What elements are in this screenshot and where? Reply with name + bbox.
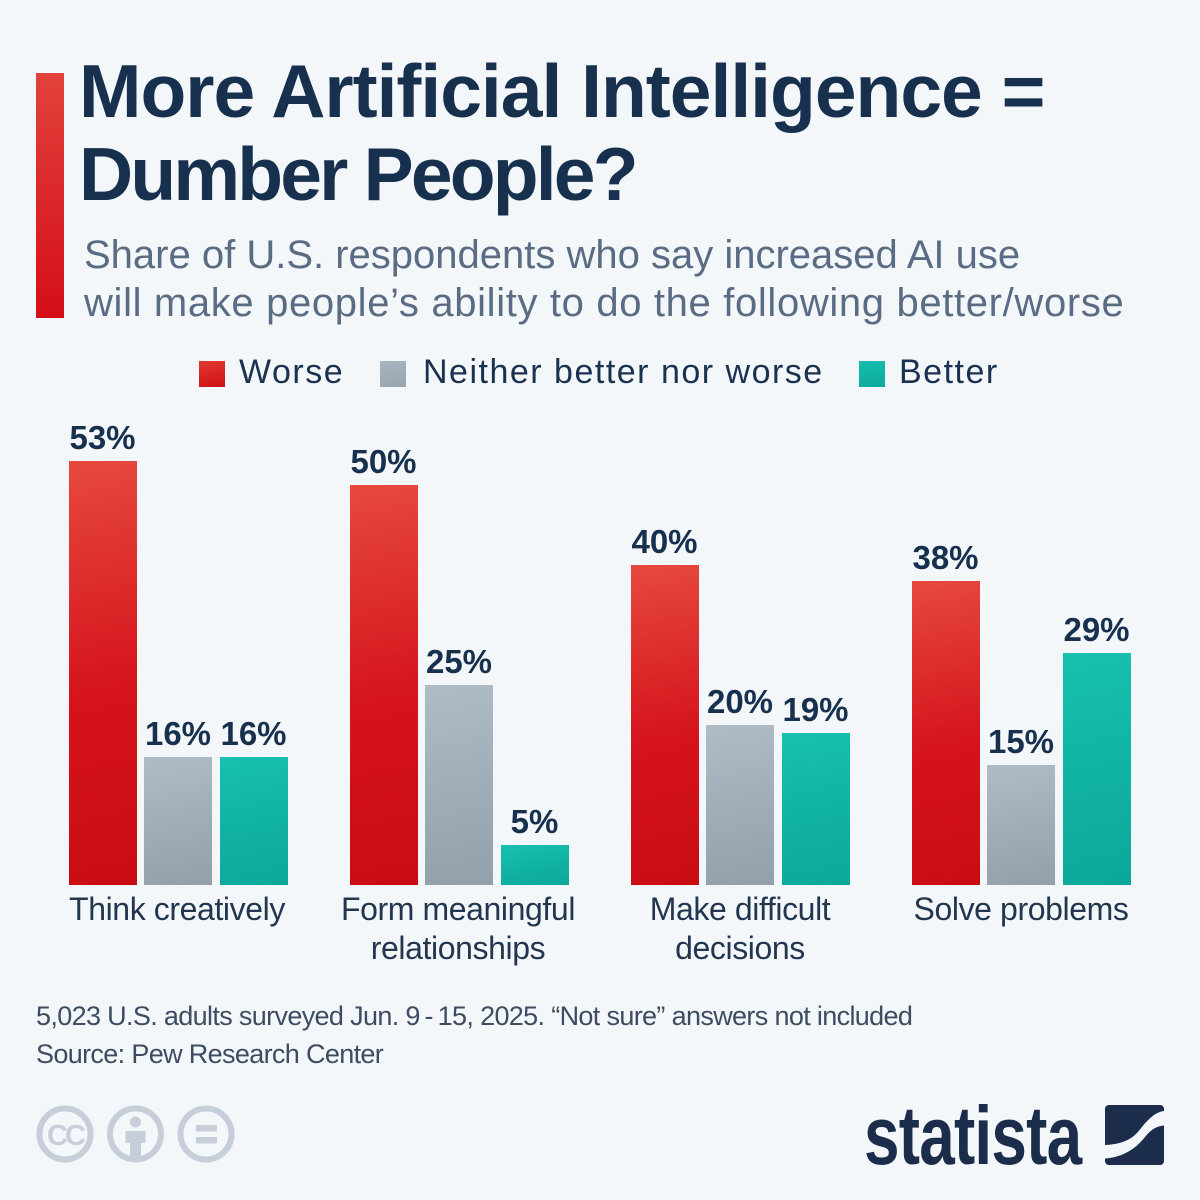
svg-text:CC: CC [47, 1120, 86, 1152]
